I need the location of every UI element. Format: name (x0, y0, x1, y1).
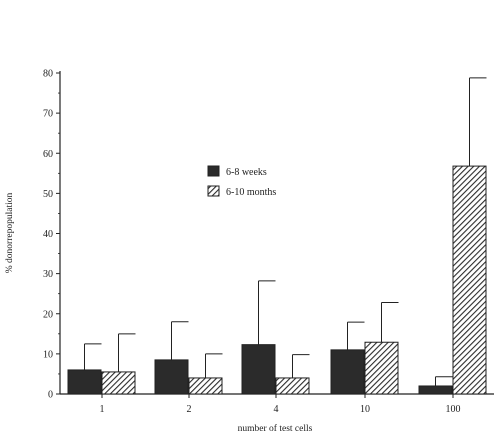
x-axis-ticks: 1 2 4 10 100 (100, 394, 461, 415)
x-tick-label-2: 2 (187, 404, 192, 415)
x-tick-label-100: 100 (446, 404, 461, 415)
x-tick-label-4: 4 (274, 404, 279, 415)
legend-swatch-weeks (207, 165, 220, 177)
legend-swatch-months (207, 185, 220, 197)
legend-label-months: 6-10 months (226, 187, 276, 198)
bar-weeks-2 (154, 359, 189, 395)
x-tick-label-10: 10 (360, 404, 370, 415)
bar-weeks-10 (330, 349, 365, 395)
y-axis-ticks: 0 10 20 30 40 50 60 70 80 (43, 69, 60, 401)
bar-months-10 (364, 341, 399, 395)
y-tick-label: 50 (43, 189, 53, 200)
chart-axes (59, 71, 494, 395)
y-tick-label: 20 (43, 309, 53, 320)
bar-series (67, 165, 487, 395)
bar-months-2 (188, 377, 223, 395)
bar-months-4 (275, 377, 310, 395)
x-tick-label-1: 1 (100, 404, 105, 415)
legend-label-weeks: 6-8 weeks (226, 167, 267, 178)
bar-weeks-100 (418, 385, 453, 395)
bar-weeks-1 (67, 369, 102, 395)
y-tick-label: 70 (43, 109, 53, 120)
y-tick-label: 30 (43, 269, 53, 280)
bar-months-100 (452, 165, 487, 395)
bar-months-1 (101, 371, 136, 395)
bar-weeks-4 (241, 344, 276, 395)
error-bars (84, 77, 487, 386)
y-tick-label: 40 (43, 229, 53, 240)
y-tick-label: 10 (43, 349, 53, 360)
x-axis-label: number of test cells (238, 423, 313, 434)
y-tick-label: 0 (48, 390, 53, 401)
y-axis-label: % donorrepopulation (5, 193, 15, 274)
y-tick-label: 80 (43, 69, 53, 80)
legend: 6-8 weeks 6-10 months (207, 165, 276, 198)
y-tick-label: 60 (43, 149, 53, 160)
